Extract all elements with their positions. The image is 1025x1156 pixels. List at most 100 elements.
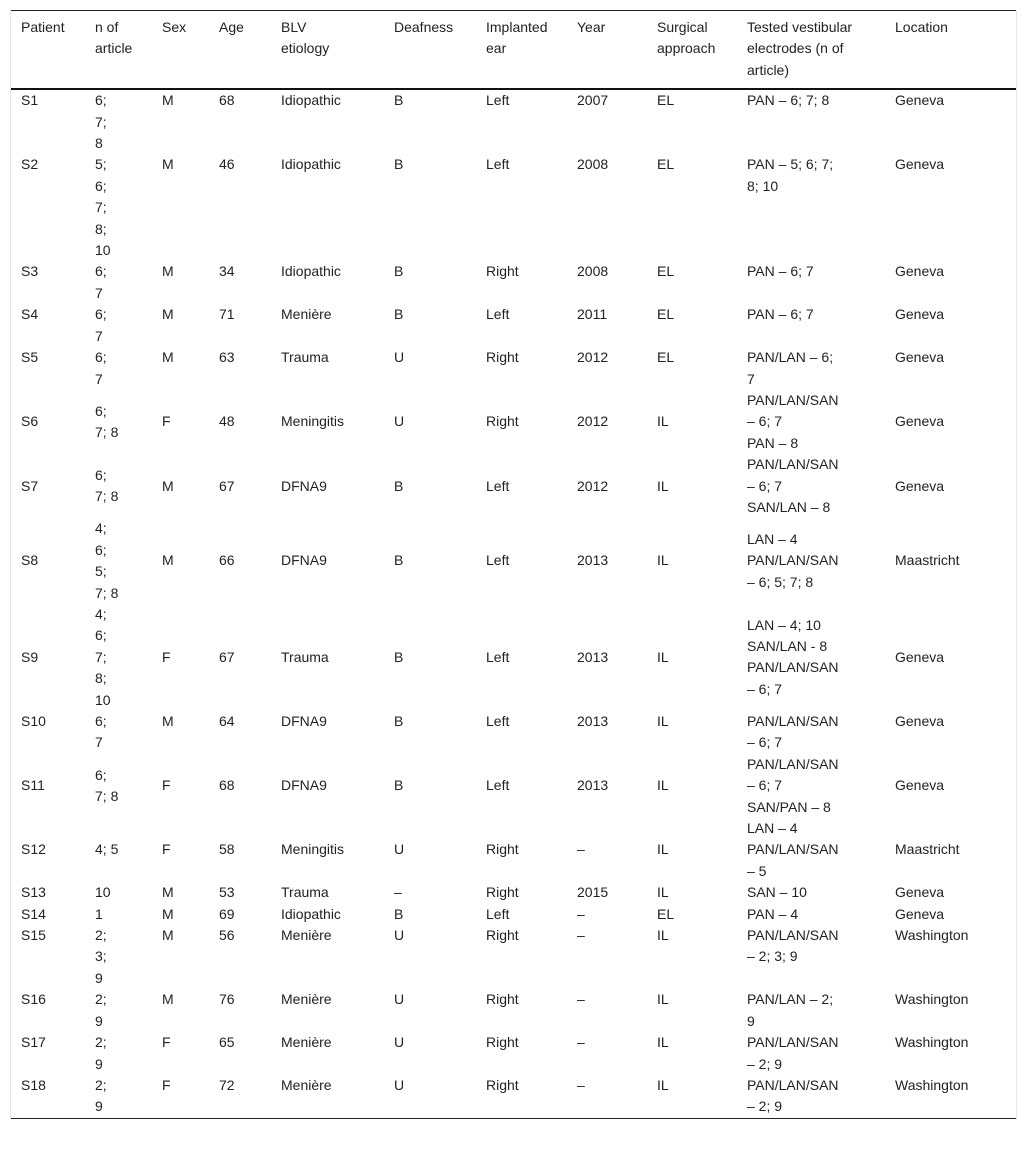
cell-year: 2008 — [577, 156, 609, 173]
table-row: S17 2; 9 F 65 Menière U Right – IL PAN/LAN/SAN – … — [11, 1032, 1016, 1075]
table-row: S4 6; 7 M 71 Menière B Left 2011 EL PAN – 6; 7 Gen… — [11, 304, 1016, 347]
cell-deafness: B — [394, 263, 404, 280]
cell-blv-etiology: Idiopathic — [281, 156, 341, 173]
cell-deafness: B — [394, 306, 404, 323]
column-header-sex: Sex — [152, 10, 209, 91]
cell-n-of-article: 6; 7 — [95, 349, 107, 387]
cell-surgical-approach: IL — [657, 1034, 669, 1051]
cell-year: 2013 — [577, 713, 609, 729]
cell-age: 67 — [219, 648, 235, 665]
cell-n-of-article: 6; 7; 8 — [95, 92, 107, 152]
cell-sex: F — [162, 413, 171, 430]
cell-location: Geneva — [895, 306, 945, 323]
cell-sex: M — [162, 92, 174, 109]
cell-n-of-article: 4; 5 — [95, 841, 119, 858]
cell-n-of-article: 6; 7 — [95, 713, 107, 751]
cell-blv-etiology: Trauma — [281, 884, 329, 901]
cell-age: 72 — [219, 1076, 235, 1093]
header-row: Patient n of article Sex Age BLV etiology Dea… — [11, 10, 1016, 91]
column-header-blv-etiology: BLV etiology — [271, 10, 384, 91]
cell-deafness: U — [394, 349, 405, 366]
cell-location: Geneva — [895, 777, 945, 794]
cell-implanted-ear: Left — [486, 477, 510, 494]
cell-blv-etiology: Meningitis — [281, 841, 345, 858]
cell-implanted-ear: Right — [486, 413, 519, 430]
cell-tested-electrodes: LAN – 4 PAN/LAN/SAN – 5 — [747, 820, 839, 879]
cell-sex: F — [162, 1076, 171, 1093]
cell-patient: S16 — [21, 991, 46, 1008]
cell-surgical-approach: EL — [657, 92, 675, 109]
cell-patient: S13 — [21, 884, 46, 901]
cell-n-of-article: 1 — [95, 905, 103, 922]
table-row: S8 4; 6; 5; 7; 8 M 66 DFNA9 B Left 2013 IL LAN – … — [11, 518, 1016, 604]
cell-surgical-approach: IL — [657, 777, 669, 794]
cell-n-of-article: 2; 9 — [95, 991, 107, 1029]
cell-age: 66 — [219, 552, 235, 569]
cell-implanted-ear: Left — [486, 777, 510, 794]
cell-age: 56 — [219, 927, 235, 944]
cell-blv-etiology: Menière — [281, 991, 332, 1008]
table-container: Patient n of article Sex Age BLV etiology Dea… — [10, 10, 1017, 1119]
cell-sex: F — [162, 1034, 171, 1051]
cell-tested-electrodes: PAN – 6; 7; 8 — [747, 92, 830, 109]
cell-implanted-ear: Right — [486, 991, 519, 1008]
cell-year: 2012 — [577, 413, 609, 430]
table-row: S10 6; 7 M 64 DFNA9 B Left 2013 IL PAN/LAN/SAN – … — [11, 711, 1016, 754]
cell-implanted-ear: Right — [486, 263, 519, 280]
cell-blv-etiology: Menière — [281, 927, 332, 944]
cell-tested-electrodes: PAN/LAN/SAN – 6; 7 — [747, 713, 839, 751]
cell-surgical-approach: IL — [657, 413, 669, 430]
cell-blv-etiology: DFNA9 — [281, 552, 327, 569]
cell-patient: S4 — [21, 306, 39, 323]
cell-year: – — [577, 927, 585, 944]
cell-blv-etiology: Trauma — [281, 349, 329, 366]
cell-tested-electrodes: PAN/LAN – 2; 9 — [747, 991, 834, 1029]
cell-deafness: U — [394, 991, 405, 1008]
cell-tested-electrodes: LAN – 4 PAN/LAN/SAN – 6; 5; 7; 8 — [747, 531, 839, 590]
cell-implanted-ear: Right — [486, 884, 519, 901]
cell-surgical-approach: IL — [657, 927, 669, 944]
cell-sex: M — [162, 156, 174, 173]
cell-blv-etiology: Menière — [281, 1034, 332, 1051]
cell-implanted-ear: Left — [486, 552, 510, 569]
cell-patient: S2 — [21, 156, 39, 173]
table-row: S2 5; 6; 7; 8; 10 M 46 Idiopathic B Left 2008 EL… — [11, 154, 1016, 261]
cell-tested-electrodes: PAN/LAN/SAN – 2; 3; 9 — [747, 927, 839, 965]
cell-sex: M — [162, 905, 174, 922]
cell-deafness: B — [394, 648, 404, 665]
cell-n-of-article: 2; 3; 9 — [95, 927, 107, 986]
table-row: S15 2; 3; 9 M 56 Menière U Right – IL PAN/LAN/SAN… — [11, 925, 1016, 989]
cell-n-of-article: 4; 6; 7; 8; 10 — [95, 605, 111, 708]
table-row: S13 10 M 53 Trauma – Right 2015 IL SAN – 10 Geneva — [11, 882, 1016, 903]
cell-patient: S15 — [21, 927, 46, 944]
cell-surgical-approach: IL — [657, 991, 669, 1008]
cell-year: 2012 — [577, 349, 609, 366]
cell-implanted-ear: Left — [486, 648, 510, 665]
cell-location: Geneva — [895, 905, 945, 922]
cell-patient: S18 — [21, 1076, 46, 1093]
cell-location: Washington — [895, 1076, 969, 1093]
cell-implanted-ear: Right — [486, 349, 519, 366]
cell-age: 65 — [219, 1034, 235, 1051]
cell-year: 2013 — [577, 552, 609, 569]
cell-tested-electrodes: PAN/LAN – 6; 7 — [747, 349, 834, 387]
cell-blv-etiology: Idiopathic — [281, 263, 341, 280]
cell-surgical-approach: EL — [657, 306, 675, 323]
cell-patient: S12 — [21, 841, 46, 858]
table-row: S3 6; 7 M 34 Idiopathic B Right 2008 EL PAN – 6; … — [11, 261, 1016, 304]
cell-age: 63 — [219, 349, 235, 366]
cell-location: Geneva — [895, 884, 945, 901]
table-row: S5 6; 7 M 63 Trauma U Right 2012 EL PAN/LAN – 6; … — [11, 347, 1016, 390]
cell-sex: M — [162, 884, 174, 901]
cell-tested-electrodes: PAN – 6; 7 — [747, 263, 814, 280]
cell-blv-etiology: Trauma — [281, 648, 329, 665]
cell-n-of-article: 6; 7 — [95, 306, 107, 344]
column-header-n-of-article: n of article — [85, 10, 152, 91]
cell-year: – — [577, 991, 585, 1008]
cell-sex: F — [162, 648, 171, 665]
cell-implanted-ear: Right — [486, 1076, 519, 1093]
cell-age: 69 — [219, 905, 235, 922]
cell-age: 53 — [219, 884, 235, 901]
cell-year: 2015 — [577, 884, 609, 901]
cell-blv-etiology: DFNA9 — [281, 777, 327, 794]
